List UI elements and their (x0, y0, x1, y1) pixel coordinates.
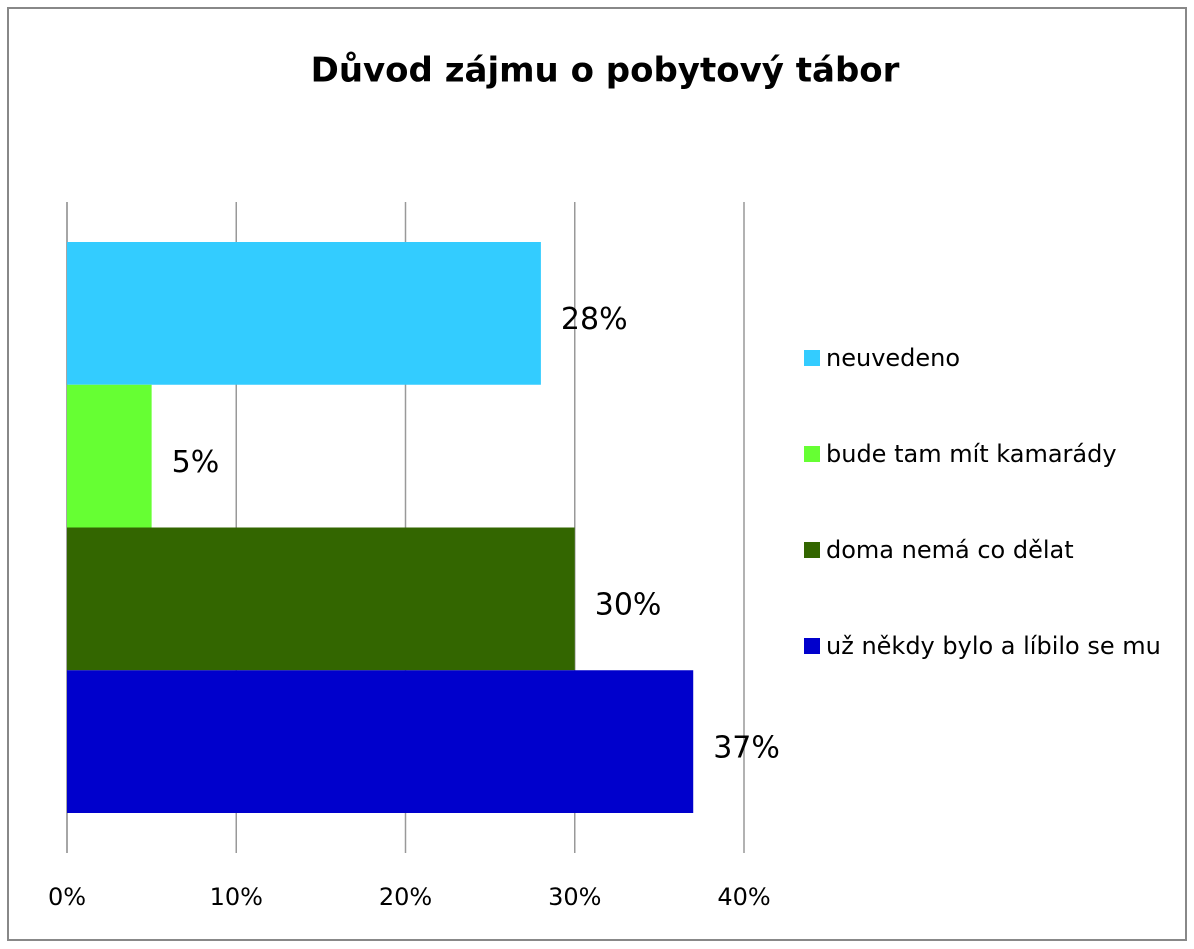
legend-label: bude tam mít kamarády (826, 440, 1117, 468)
legend-item: doma nemá co dělat (804, 532, 1174, 568)
legend-label: neuvedeno (826, 344, 961, 372)
bar (67, 242, 541, 385)
legend-swatch (804, 446, 820, 462)
x-tick-label: 10% (210, 883, 263, 911)
bar (67, 527, 575, 671)
legend-swatch (804, 350, 820, 366)
x-tick-label: 0% (48, 883, 86, 911)
data-label: 28% (561, 302, 628, 337)
bar (67, 384, 152, 528)
legend-label: už někdy bylo a líbilo se mu (826, 632, 1161, 660)
x-tick-label: 30% (548, 883, 601, 911)
bar (67, 670, 694, 813)
data-label: 30% (595, 588, 662, 623)
legend-item: neuvedeno (804, 340, 1174, 376)
data-label: 5% (172, 445, 220, 480)
chart-title: Důvod zájmu o pobytový tábor (311, 51, 900, 91)
x-tick-label: 20% (379, 883, 432, 911)
legend-item: bude tam mít kamarády (804, 436, 1174, 472)
legend-swatch (804, 638, 820, 654)
data-label: 37% (713, 730, 780, 765)
x-tick-label: 40% (717, 883, 770, 911)
legend-label: doma nemá co dělat (826, 536, 1074, 564)
legend-item: už někdy bylo a líbilo se mu (804, 628, 1174, 664)
legend-swatch (804, 542, 820, 558)
